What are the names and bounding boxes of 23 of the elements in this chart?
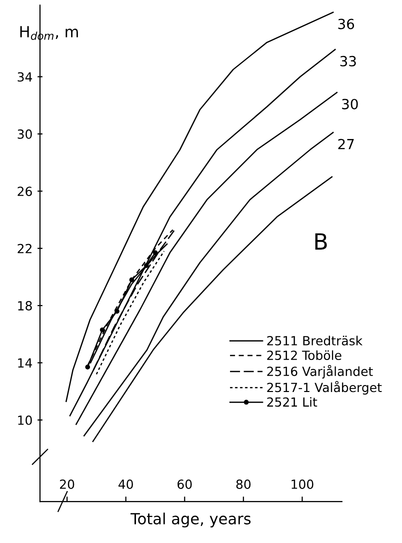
- legend-label: 2512 Toböle: [267, 350, 342, 360]
- x-tick-label: 20: [60, 480, 74, 489]
- y-tick-label: 34: [18, 72, 32, 82]
- annotation: 27: [338, 138, 354, 150]
- annotation: 33: [340, 56, 356, 66]
- x-tick-label: 80: [236, 480, 251, 489]
- annotation: 30: [342, 98, 358, 110]
- legend-label: 2516 Varjålandet: [267, 364, 373, 379]
- y-tick-label: 14: [18, 358, 32, 368]
- x-axis-title: Total age, years: [130, 512, 251, 528]
- legend-label: 2521 Lit: [267, 397, 318, 407]
- annotation: B: [315, 233, 327, 250]
- legend-label: 2517-1 Valåberget: [267, 381, 382, 395]
- x-tick-label: 100: [292, 480, 314, 489]
- y-tick-label: 26: [18, 186, 32, 196]
- x-tick-label: 40: [118, 480, 133, 489]
- y-tick-label: 30: [18, 129, 32, 139]
- y-tick-label: 22: [18, 244, 32, 254]
- y-tick-label: 18: [18, 301, 32, 310]
- x-tick-label: 60: [178, 480, 192, 489]
- annotation: 36: [338, 18, 354, 30]
- y-tick-label: 10: [18, 415, 32, 425]
- legend-label: 2511 Bredträsk: [267, 336, 363, 346]
